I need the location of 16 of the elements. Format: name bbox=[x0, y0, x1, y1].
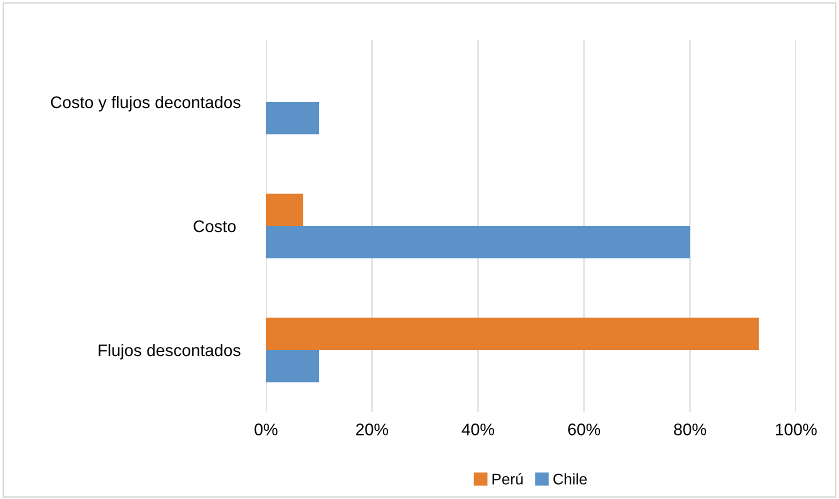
x-tick-label: 20% bbox=[356, 424, 388, 436]
bar bbox=[266, 194, 304, 226]
x-tick-label: 100% bbox=[776, 424, 817, 436]
bar bbox=[266, 350, 319, 382]
x-tick-label: 0% bbox=[254, 424, 278, 436]
x-tick-label: 60% bbox=[568, 424, 600, 436]
x-tick-label: 80% bbox=[674, 424, 706, 436]
y-tick-label: Costo y flujos decontados bbox=[51, 96, 240, 112]
y-tick-label: Flujos descontados bbox=[98, 344, 240, 360]
legend-label: Chile bbox=[553, 473, 587, 485]
bar bbox=[266, 226, 690, 258]
x-tick-label: 40% bbox=[462, 424, 494, 436]
bar bbox=[266, 318, 759, 350]
y-tick-label: Costo bbox=[194, 220, 236, 232]
legend-label: Perú bbox=[492, 473, 523, 485]
bar bbox=[266, 102, 319, 134]
